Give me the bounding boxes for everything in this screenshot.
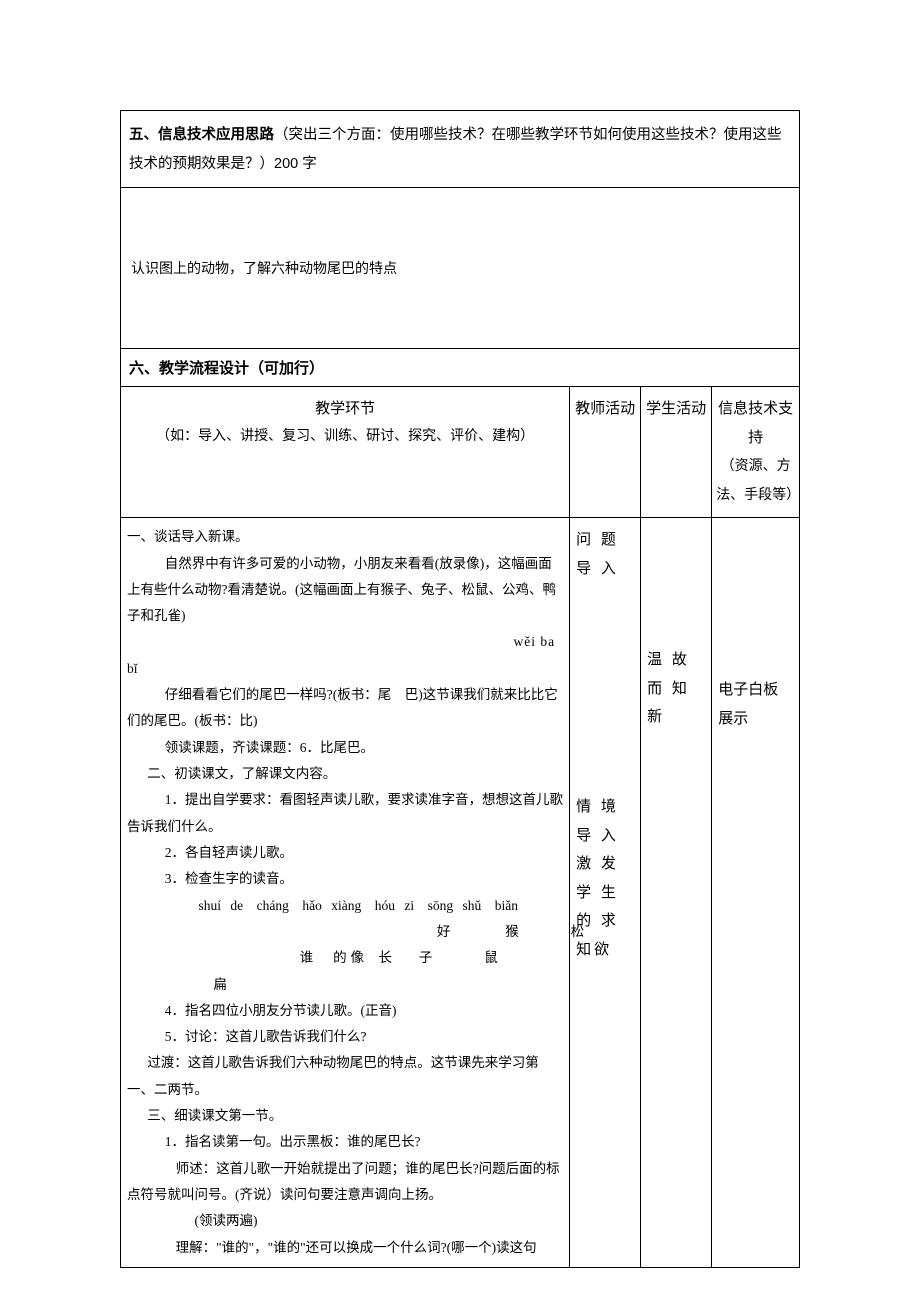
content-p2: 自然界中有许多可爱的小动物，小朋友来看看(放录像)，这幅画面上有些什么动物?看清… — [127, 551, 563, 630]
col3-label: 学生活动 — [646, 401, 706, 417]
content-p4: bǐ — [127, 656, 563, 682]
content-p13: 4．指名四位小朋友分节读儿歌。(正音) — [127, 998, 563, 1024]
student-activity-cell: 温 故而 知新 — [641, 518, 712, 1268]
teaching-content-cell: 一、谈话导入新课。 自然界中有许多可爱的小动物，小朋友来看看(放录像)，这幅画面… — [121, 518, 570, 1268]
col4-line1: 信息技术支持 — [718, 401, 793, 446]
content-p12: 谁 的 长 好 像 猴 子 松 鼠 扁 — [127, 919, 563, 998]
col1-line2: （如：导入、讲授、复习、训练、研讨、探究、评价、建构） — [125, 424, 565, 451]
content-p8: 1．提出自学要求：看图轻声读儿歌，要求读准字音，想想这首儿歌告诉我们什么。 — [127, 787, 563, 840]
support-cell: 电子白板展示 — [712, 518, 800, 1268]
content-p20: 理解："谁的"，"谁的"还可以换成一个什么词?(哪一个)读这句 — [127, 1235, 563, 1261]
teacher-activity-cell: 问 题导 入 情 境导 入激 发学 生的 求知欲 — [570, 518, 641, 1268]
col-header-4: 信息技术支持 （资源、方法、手段等） — [712, 387, 800, 518]
section-6-title: 六、教学流程设计（可加行） — [129, 360, 324, 377]
teacher-t2: 情 境导 入激 发学 生的 求知欲 — [576, 793, 634, 964]
document-table: 五、信息技术应用思路（突出三个方面：使用哪些技术？在哪些教学环节如何使用这些技术… — [120, 110, 800, 1268]
col-header-1: 教学环节 （如：导入、讲授、复习、训练、研讨、探究、评价、建构） — [121, 387, 570, 518]
content-p10: 3．检查生字的读音。 — [127, 866, 563, 892]
content-p1: 一、谈话导入新课。 — [127, 524, 563, 550]
section-6-header: 六、教学流程设计（可加行） — [121, 349, 800, 387]
section-5-body-cell: 认识图上的动物，了解六种动物尾巴的特点 — [121, 188, 800, 349]
content-p7: 二、初读课文，了解课文内容。 — [127, 761, 563, 787]
content-p6: 领读课题，齐读课题：6．比尾巴。 — [127, 735, 563, 761]
content-p18: 师述：这首儿歌一开始就提出了问题；谁的尾巴长?问题后面的标点符号就叫问号。(齐说… — [127, 1156, 563, 1209]
section-5-title-bold: 五、信息技术应用思路 — [129, 127, 274, 143]
content-p19: (领读两遍) — [127, 1208, 563, 1234]
content-p15: 过渡：这首儿歌告诉我们六种动物尾巴的特点。这节课先来学习第一、二两节。 — [127, 1050, 563, 1103]
content-p3: wěi ba — [127, 629, 563, 655]
section-5-header: 五、信息技术应用思路（突出三个方面：使用哪些技术？在哪些教学环节如何使用这些技术… — [121, 111, 800, 188]
content-p16: 三、细读课文第一节。 — [127, 1103, 563, 1129]
section-5-body-text: 认识图上的动物，了解六种动物尾巴的特点 — [131, 262, 397, 277]
col-header-3: 学生活动 — [641, 387, 712, 518]
col2-label: 教师活动 — [575, 401, 635, 417]
col1-line1: 教学环节 — [125, 395, 565, 424]
content-p17: 1．指名读第一句。出示黑板：谁的尾巴长? — [127, 1129, 563, 1155]
col-header-2: 教师活动 — [570, 387, 641, 518]
content-p5: 仔细看看它们的尾巴一样吗?(板书：尾 巴)这节课我们就来比比它们的尾巴。(板书：… — [127, 682, 563, 735]
teacher-t1: 问 题导 入 — [576, 526, 634, 583]
content-p14: 5．讨论：这首儿歌告诉我们什么? — [127, 1024, 563, 1050]
content-p9: 2．各自轻声读儿歌。 — [127, 840, 563, 866]
col4-line2: （资源、方法、手段等） — [716, 459, 800, 503]
support-r1: 电子白板展示 — [718, 676, 793, 733]
content-p11: shuí de cháng hǎo xiàng hóu zi sōng shǔ … — [127, 893, 563, 919]
student-s1: 温 故而 知新 — [647, 646, 705, 732]
